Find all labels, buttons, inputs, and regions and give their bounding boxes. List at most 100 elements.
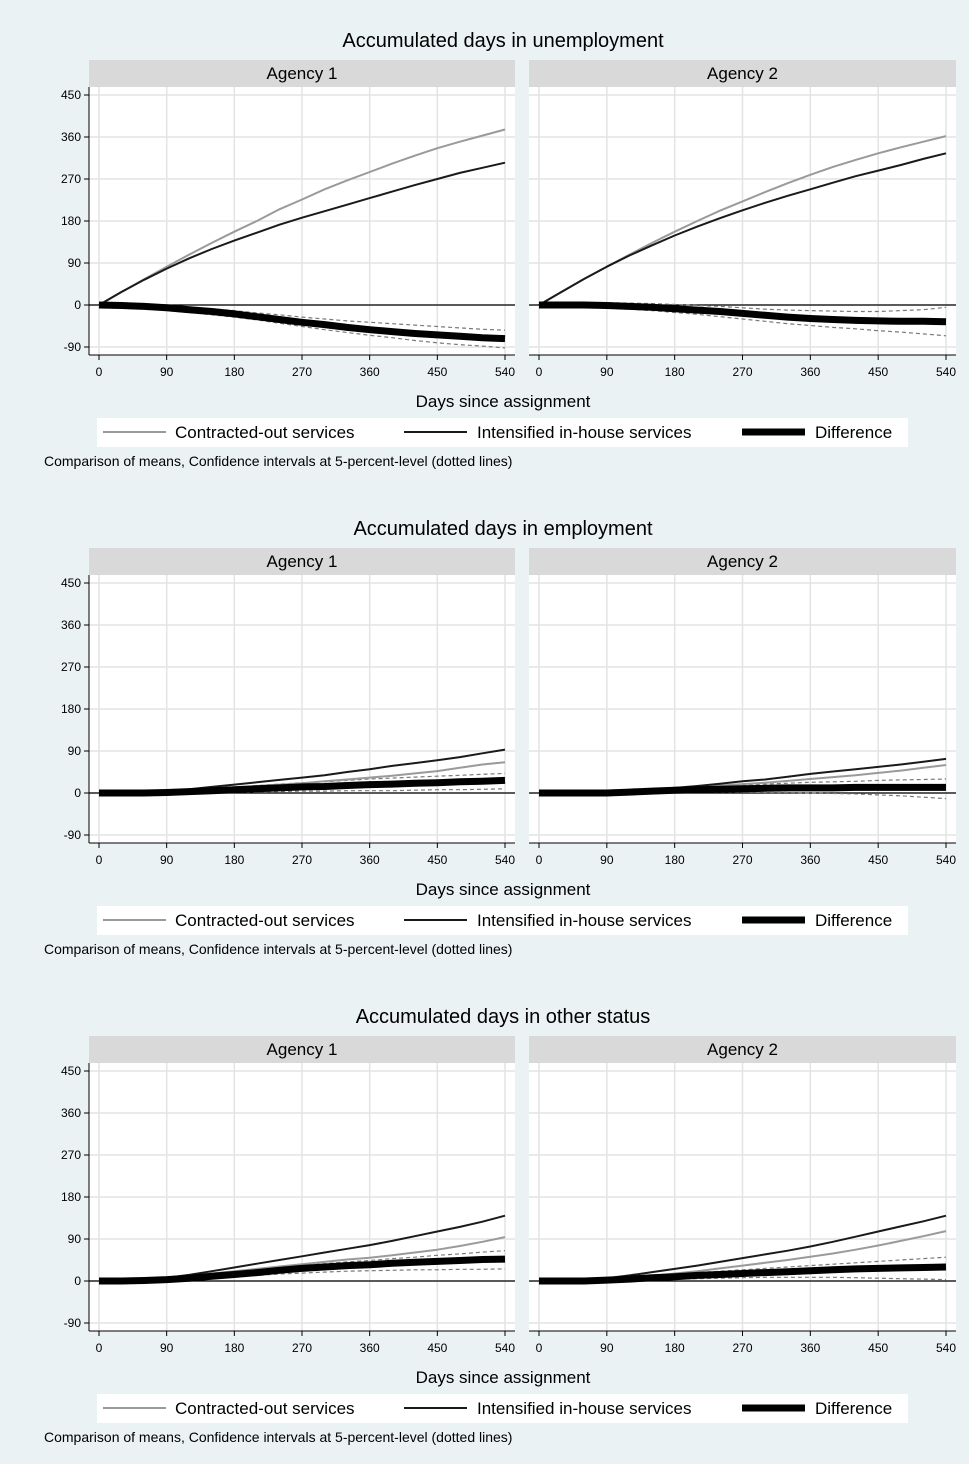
x-tick-label: 180 (224, 1341, 244, 1355)
panel-header (89, 548, 515, 575)
chart-employment: Accumulated days in employment Agency 1 0 9… (0, 488, 969, 976)
x-tick-label: 0 (536, 365, 543, 379)
x-tick-label: 0 (536, 853, 543, 867)
series-line-ci-lower (98, 305, 506, 349)
x-tick-label: 0 (96, 365, 103, 379)
legend-label: Contracted-out services (175, 1399, 355, 1418)
legend-label: Difference (815, 423, 892, 442)
panel-title: Agency 2 (707, 64, 778, 83)
series-line-ci-upper (539, 302, 947, 313)
legend-label: Difference (815, 1399, 892, 1418)
y-tick-label: 90 (68, 1232, 82, 1246)
y-tick-label: 450 (61, 576, 81, 590)
x-tick-label: 270 (292, 365, 312, 379)
y-tick-label: 0 (74, 786, 81, 800)
x-tick-label: 450 (427, 365, 447, 379)
x-tick-label: 540 (495, 1341, 515, 1355)
series-line-intensified-in-house-services (538, 152, 947, 306)
x-tick-label: 270 (732, 853, 752, 867)
y-tick-label: 90 (68, 256, 82, 270)
series-line-ci-lower (99, 1268, 506, 1283)
y-tick-label: 180 (61, 1190, 81, 1204)
chart-svg-employment: Accumulated days in employment Agency 1 0 9… (61, 518, 956, 935)
y-tick-label: 360 (61, 1106, 81, 1120)
x-tick-label: 450 (427, 853, 447, 867)
x-tick-label: 90 (160, 853, 174, 867)
x-tick-label: 90 (160, 365, 174, 379)
x-tick-label: 270 (292, 1341, 312, 1355)
series-line-difference (99, 776, 506, 797)
series-line-ci-upper (98, 302, 506, 331)
x-tick-label: 180 (665, 1341, 685, 1355)
chart-title: Accumulated days in employment (353, 518, 652, 540)
panel-title: Agency 1 (267, 1040, 338, 1059)
series-line-difference (99, 1255, 506, 1285)
chart-unemployment: Accumulated days in unemployment Agency 1… (0, 0, 969, 488)
x-axis-label: Days since assignment (416, 880, 591, 899)
series-line-ci-lower (539, 1276, 947, 1284)
x-tick-label: 90 (600, 1341, 614, 1355)
series-line-difference (539, 301, 947, 326)
x-tick-label: 180 (224, 365, 244, 379)
legend: Contracted-out services Intensified in-ho… (97, 906, 908, 935)
panel-header (529, 548, 956, 575)
y-tick-label: 180 (61, 214, 81, 228)
y-tick-label: -90 (64, 340, 82, 354)
y-tick-label: -90 (64, 1316, 82, 1330)
chart-svg-other-status: Accumulated days in other status Agency 1… (61, 1006, 956, 1423)
x-tick-label: 540 (936, 1341, 956, 1355)
chart-title: Accumulated days in other status (356, 1006, 651, 1028)
y-tick-label: 90 (68, 744, 82, 758)
panel-title: Agency 2 (707, 552, 778, 571)
x-tick-label: 450 (868, 853, 888, 867)
x-tick-label: 360 (800, 853, 820, 867)
panel-title: Agency 2 (707, 1040, 778, 1059)
x-tick-label: 270 (292, 853, 312, 867)
panel-title: Agency 1 (267, 552, 338, 571)
x-tick-label: 450 (868, 1341, 888, 1355)
y-tick-label: 360 (61, 130, 81, 144)
y-tick-label: 360 (61, 618, 81, 632)
x-tick-label: 90 (600, 365, 614, 379)
legend-label: Intensified in-house services (477, 423, 692, 442)
legend-label: Intensified in-house services (477, 911, 692, 930)
x-tick-label: 180 (665, 853, 685, 867)
x-tick-label: 540 (936, 853, 956, 867)
panel-header (529, 60, 956, 87)
x-tick-label: 90 (160, 1341, 174, 1355)
y-tick-label: 0 (74, 298, 81, 312)
x-tick-label: 540 (495, 365, 515, 379)
x-tick-label: 180 (224, 853, 244, 867)
x-tick-label: 450 (427, 1341, 447, 1355)
panel-header (89, 60, 515, 87)
legend-label: Contracted-out services (175, 423, 355, 442)
series-line-difference (539, 783, 946, 797)
x-tick-label: 270 (732, 365, 752, 379)
series-line-ci-upper (538, 1256, 947, 1280)
series-line-ci-lower (539, 306, 947, 337)
x-tick-label: 360 (360, 1341, 380, 1355)
x-tick-label: 0 (536, 1341, 543, 1355)
x-tick-label: 360 (360, 365, 380, 379)
y-tick-label: 180 (61, 702, 81, 716)
series-line-difference (98, 301, 506, 343)
chart-title: Accumulated days in unemployment (342, 30, 664, 52)
y-tick-label: 450 (61, 88, 81, 102)
x-axis-label: Days since assignment (416, 1368, 591, 1387)
series-line-intensified-in-house-services (98, 161, 506, 306)
panel-header (529, 1036, 956, 1063)
panel-title: Agency 1 (267, 64, 338, 83)
y-tick-label: 270 (61, 1148, 81, 1162)
series-line-difference (539, 1263, 947, 1285)
legend-label: Contracted-out services (175, 911, 355, 930)
legend: Contracted-out services Intensified in-ho… (97, 418, 908, 447)
y-tick-label: -90 (64, 828, 82, 842)
chart-note: Comparison of means, Confidence interval… (44, 453, 513, 469)
legend-label: Difference (815, 911, 892, 930)
chart-note: Comparison of means, Confidence interval… (44, 941, 513, 957)
series-line-contracted-out-services (98, 128, 506, 306)
x-tick-label: 360 (360, 853, 380, 867)
chart-other-status: Accumulated days in other status Agency 1… (0, 976, 969, 1464)
